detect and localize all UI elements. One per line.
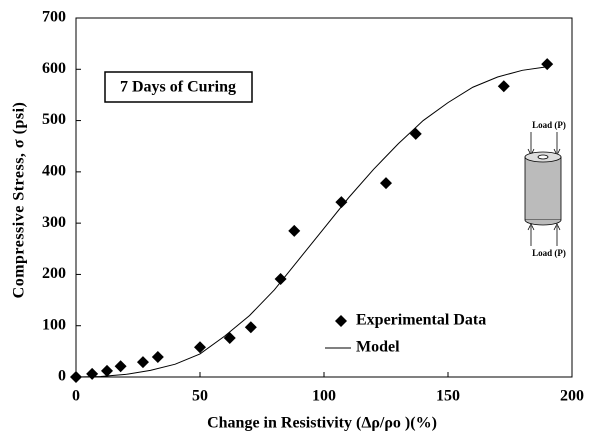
specimen-icon: [524, 132, 562, 246]
x-tick-label: 50: [192, 388, 208, 405]
data-point: [223, 332, 236, 345]
data-point: [136, 356, 149, 369]
x-tick-label: 150: [436, 388, 460, 405]
data-point: [409, 127, 422, 140]
x-tick-label: 0: [72, 388, 80, 405]
data-point: [101, 364, 113, 377]
cylinder-bottom: [524, 219, 562, 226]
data-point: [541, 58, 554, 71]
y-tick-label: 200: [42, 265, 66, 282]
cylinder-hole: [537, 154, 549, 160]
y-tick-label: 600: [42, 60, 66, 77]
y-tick-label: 400: [42, 163, 66, 180]
annotation: 7 Days of Curing: [120, 79, 236, 96]
y-tick-label: 700: [42, 9, 66, 26]
y-tick-label: 500: [42, 111, 66, 128]
data-point: [194, 341, 206, 354]
annotation: Load (P): [532, 248, 566, 258]
data-point: [380, 177, 392, 190]
legend-marker: [335, 315, 347, 327]
data-point: [114, 360, 127, 373]
y-axis-title: Compressive Stress, σ (psi): [11, 102, 28, 299]
data-point: [86, 367, 99, 380]
data-point: [497, 80, 510, 93]
annotation: Load (P): [532, 120, 566, 130]
y-tick-label: 300: [42, 214, 66, 231]
legend-label: Model: [356, 339, 400, 356]
y-tick-label: 0: [58, 368, 66, 385]
data-point: [335, 196, 348, 209]
data-point: [151, 350, 164, 363]
y-tick-label: 100: [42, 316, 66, 333]
legend-label: Experimental Data: [356, 312, 486, 329]
annotation-box: [104, 71, 253, 103]
data-point: [274, 273, 287, 286]
x-tick-label: 100: [312, 388, 336, 405]
data-point: [288, 224, 301, 237]
x-tick-label: 200: [560, 388, 584, 405]
model-line: [75, 66, 548, 378]
arrow-head: [527, 223, 561, 231]
cylinder-body: [524, 156, 562, 221]
data-point: [244, 321, 257, 334]
x-axis-title: Change in Resistivity (Δρ/ρo )(%): [207, 415, 437, 432]
